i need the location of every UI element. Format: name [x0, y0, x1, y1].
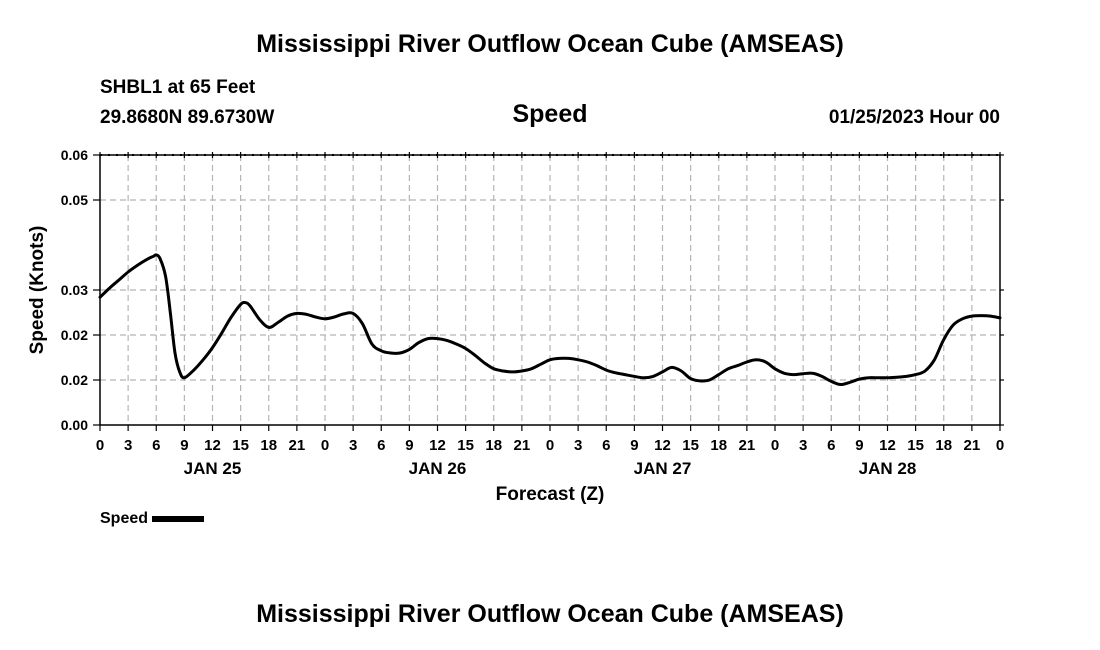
x-tick-label: 12: [654, 437, 671, 454]
x-tick-label: 21: [964, 437, 981, 454]
variable-title: Speed: [512, 100, 588, 128]
x-tick-label: 12: [429, 437, 446, 454]
x-tick-label: 9: [855, 437, 863, 454]
x-tick-label: 0: [996, 437, 1004, 454]
ticks-layer: 0 3 6 9 12 15 18 21 0 3 6 9 12 15 18 21 0 3 6 9 12 15 18 21 0 3 6 9…: [61, 147, 1004, 478]
x-tick-label: 15: [682, 437, 699, 454]
x-tick-label: 9: [180, 437, 188, 454]
x-axis-label: Forecast (Z): [496, 484, 605, 505]
footer-title: Mississippi River Outflow Ocean Cube (AM…: [256, 600, 844, 628]
x-tick-label: 12: [204, 437, 221, 454]
x-tick-label: 6: [602, 437, 610, 454]
x-tick-label: 15: [232, 437, 249, 454]
x-tick-label: 18: [260, 437, 277, 454]
forecast-datetime: 01/25/2023 Hour 00: [828, 107, 1000, 128]
legend-line-swatch: [152, 516, 205, 522]
legend: Speed: [100, 510, 205, 528]
x-tick-label: 6: [377, 437, 385, 454]
x-tick-label: 0: [96, 437, 104, 454]
y-tick-label: 0.02: [61, 327, 88, 343]
x-tick-label: 15: [457, 437, 474, 454]
x-tick-label: 0: [546, 437, 554, 454]
day-label: JAN 27: [634, 459, 692, 478]
x-tick-label: 21: [739, 437, 756, 454]
x-tick-label: 12: [879, 437, 896, 454]
y-tick-label: 0.00: [61, 417, 88, 433]
chart-main-title: Mississippi River Outflow Ocean Cube (AM…: [256, 30, 844, 58]
y-tick-label: 0.05: [61, 192, 88, 208]
grid-layer: [100, 155, 1000, 425]
x-tick-label: 6: [152, 437, 160, 454]
x-tick-label: 21: [514, 437, 531, 454]
day-label: JAN 25: [184, 459, 242, 478]
x-tick-label: 21: [289, 437, 306, 454]
y-tick-label: 0.06: [61, 147, 88, 163]
x-tick-label: 6: [827, 437, 835, 454]
x-tick-label: 0: [771, 437, 779, 454]
x-tick-label: 9: [405, 437, 413, 454]
x-tick-label: 18: [485, 437, 502, 454]
x-tick-label: 3: [124, 437, 132, 454]
station-label: SHBL1 at 65 Feet: [100, 77, 256, 98]
y-axis-label: Speed (Knots): [27, 226, 48, 355]
x-tick-label: 3: [799, 437, 807, 454]
x-tick-label: 0: [321, 437, 329, 454]
x-tick-label: 3: [349, 437, 357, 454]
speed-series-line: [98, 253, 1002, 386]
x-tick-label: 3: [574, 437, 582, 454]
y-tick-label: 0.02: [61, 372, 88, 388]
day-label: JAN 26: [409, 459, 467, 478]
x-tick-label: 18: [935, 437, 952, 454]
day-label: JAN 28: [859, 459, 917, 478]
x-tick-label: 15: [907, 437, 924, 454]
y-tick-label: 0.03: [61, 282, 88, 298]
x-tick-label: 18: [710, 437, 727, 454]
station-coordinates: 29.8680N 89.6730W: [100, 107, 275, 128]
x-tick-label: 9: [630, 437, 638, 454]
legend-label: Speed: [100, 510, 149, 527]
